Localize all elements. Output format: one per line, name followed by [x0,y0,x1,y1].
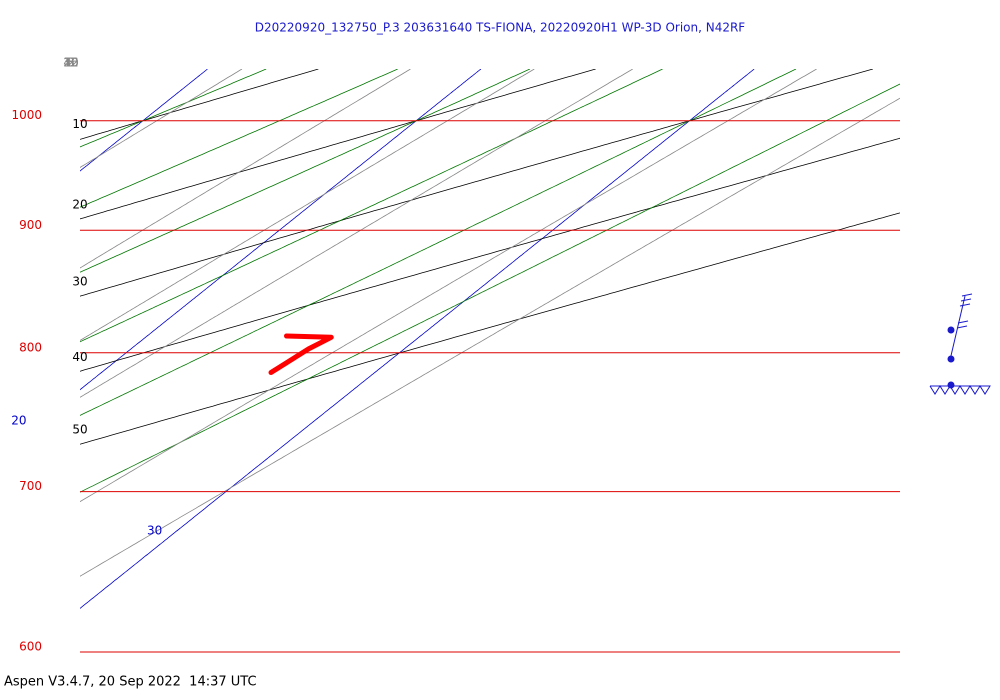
barb-dot [947,355,955,363]
mixing-ratio [0,69,55,652]
dry-adiabat-label: 50 [72,423,87,437]
mixing-ratio-label: 30 [63,56,78,70]
mixing-ratio [80,69,243,168]
isotherm [80,69,755,609]
dry-adiabat [80,69,596,220]
mixing-ratio-label: 2 [67,56,75,70]
y-tick-label: 900 [19,218,42,232]
wind-barbs [929,293,991,395]
dry-adiabat [80,137,900,372]
chart-title: D20220920_132750_P.3 203631640 TS-FIONA,… [255,21,746,35]
mixing-ratio [80,69,817,503]
moist-adiabat [80,83,900,493]
moist-adiabat [80,69,663,343]
isotherm [80,69,482,391]
moist-adiabat [80,69,267,148]
sounding-trace [268,333,334,375]
mixing-ratio [80,69,535,341]
barb [961,293,973,297]
dry-adiabat [80,69,319,140]
barb-dot [947,326,955,334]
mixing-ratio-label: 5 [67,56,75,70]
isotherm-label: 20 [11,414,26,428]
dry-adiabat-label: 30 [72,275,87,289]
y-tick-label: 800 [19,340,42,354]
dry-adiabat [80,212,900,445]
barb [960,298,972,302]
mixing-ratio [80,97,900,577]
plot-area [0,69,900,652]
moist-adiabat [80,69,531,273]
dry-adiabat [80,69,874,297]
barb [957,320,969,324]
mixing-ratio-label: 3 [67,56,75,70]
mixing-ratio-label: 16 [63,56,78,70]
y-tick-label: 1000 [11,108,42,122]
y-tick-label: 700 [19,479,42,493]
moist-adiabat [80,69,398,208]
moist-adiabat [80,69,797,416]
barb [959,303,971,307]
isotherm [80,69,208,172]
mixing-ratio [80,69,411,269]
barb [956,325,968,329]
barb-flags [929,385,991,395]
y-tick-label: 600 [19,640,42,654]
mixing-ratio-label: 20 [63,56,78,70]
mixing-ratio-label: 8 [67,56,75,70]
dry-adiabat-label: 40 [72,350,87,364]
mixing-ratio [80,69,633,398]
footer: Aspen V3.4.7, 20 Sep 2022 14:37 UTC [4,675,257,690]
isotherm-label: 30 [147,524,162,538]
dry-adiabat-label: 10 [72,117,87,131]
mixing-ratio-label: 12 [63,56,78,70]
mixing-ratio-label: 40 [63,56,78,70]
dry-adiabat-label: 20 [72,197,87,211]
